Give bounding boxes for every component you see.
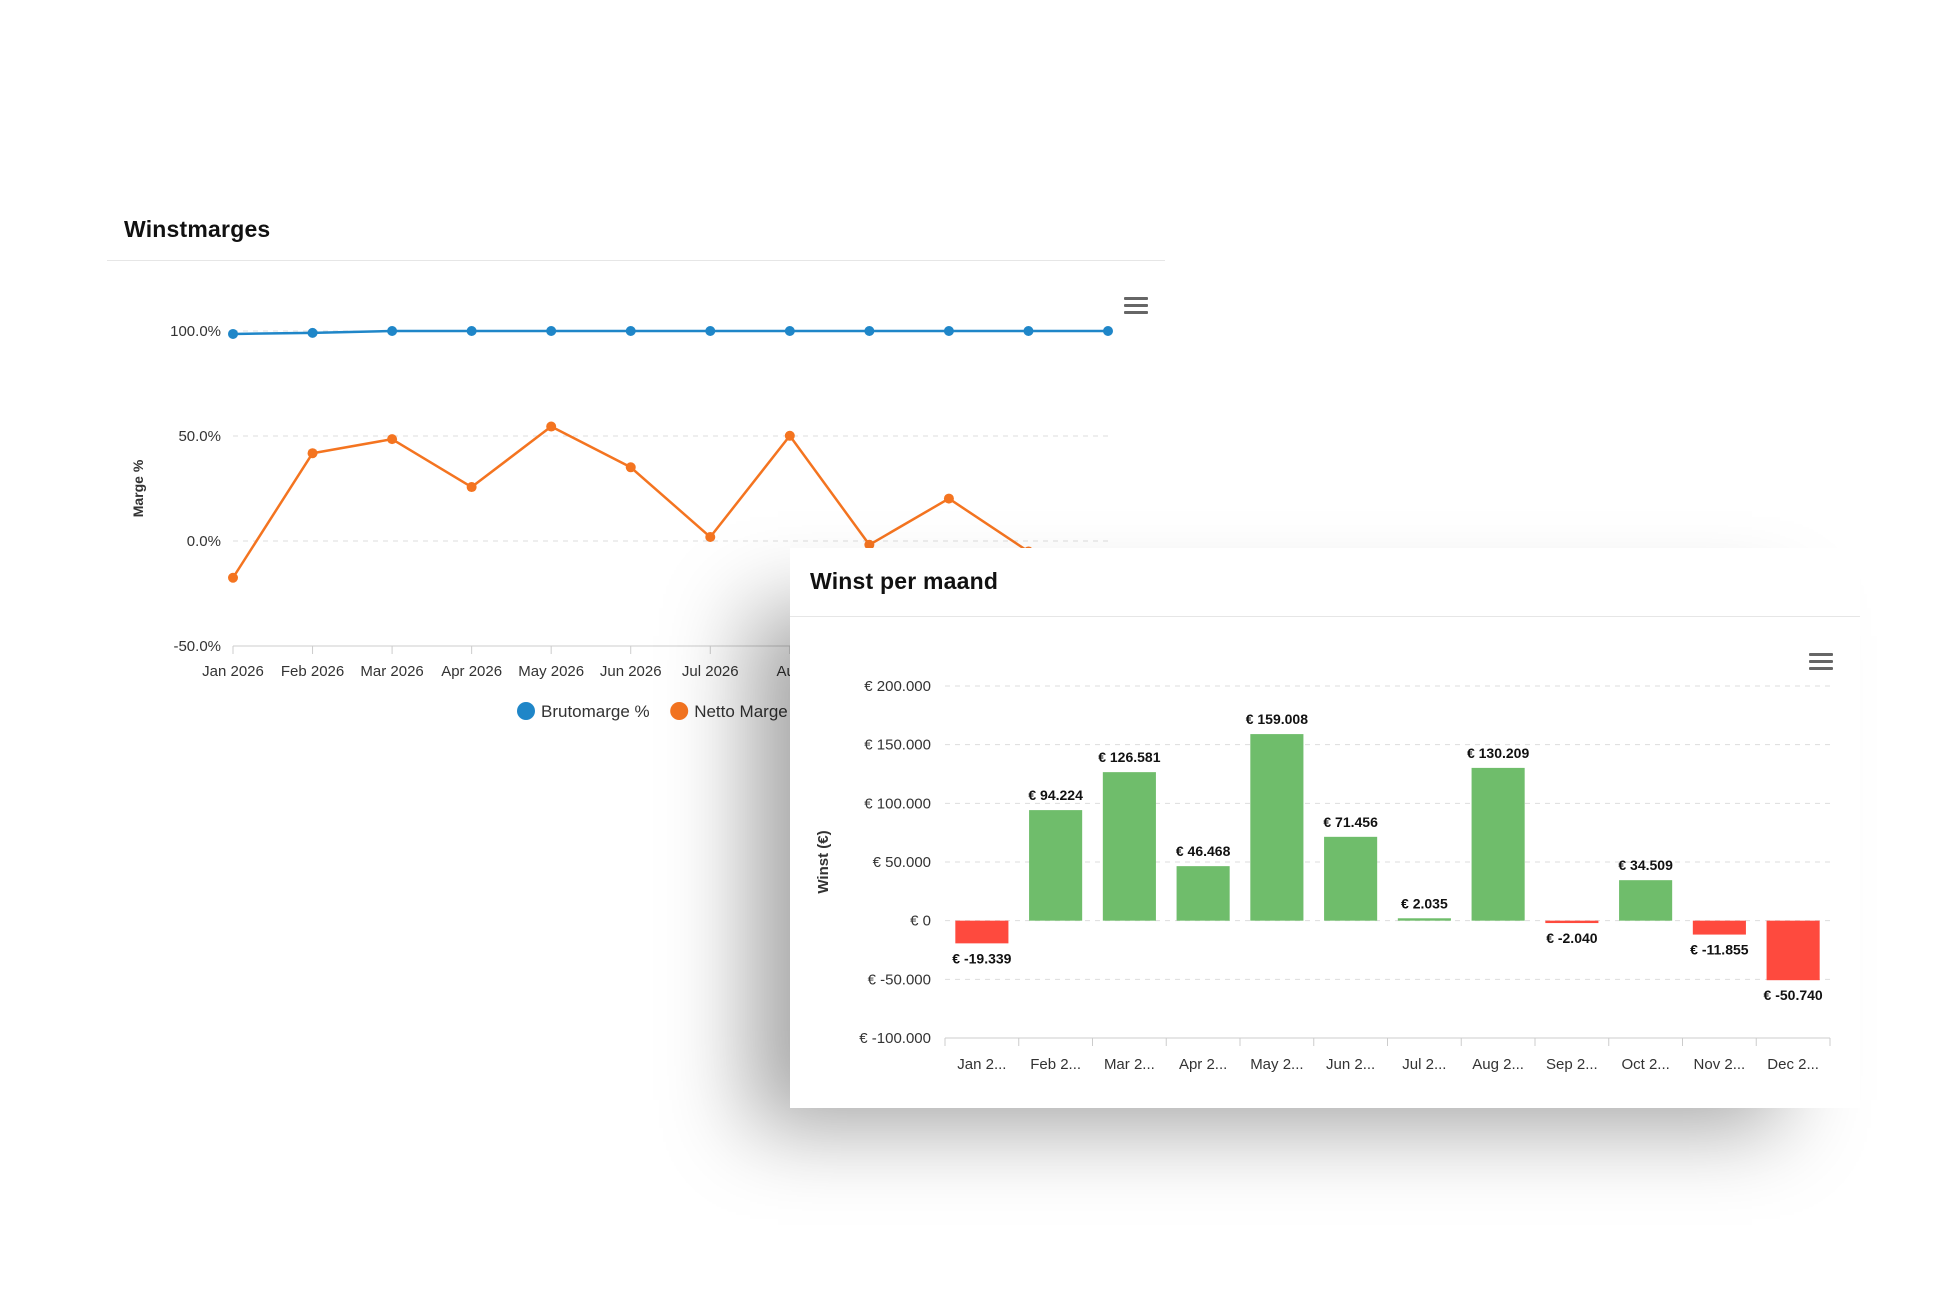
y-tick-label: 100.0% <box>170 323 221 340</box>
x-tick-label: Jun 2... <box>1326 1056 1375 1073</box>
margins-card-divider <box>107 260 1165 261</box>
data-label: € -50.740 <box>1764 987 1823 1003</box>
series-line <box>231 425 1109 579</box>
profit-chart-card: Winst per maand € 200.000 € 150.000 € 100.… <box>790 548 1860 1108</box>
data-label: € 46.468 <box>1176 843 1231 859</box>
profit-card-divider <box>790 616 1860 617</box>
bar <box>1766 920 1820 981</box>
y-axis-title: Marge % <box>130 459 146 517</box>
data-point <box>864 539 875 550</box>
data-point <box>466 326 477 336</box>
data-label: € 159.008 <box>1246 711 1308 727</box>
y-tick-label: € 0 <box>910 913 931 930</box>
x-tick-label: Feb 2026 <box>281 663 344 680</box>
x-tick-label: Nov 2... <box>1694 1056 1746 1073</box>
x-tick-label: Mar 2026 <box>360 663 423 680</box>
hamburger-menu-icon[interactable] <box>1809 653 1833 671</box>
profit-bar-chart: € 200.000 € 150.000 € 100.000 € 50.000 € 0 € … <box>815 678 1831 1073</box>
series-line <box>232 329 1108 336</box>
x-tick-label: Jan 2... <box>957 1056 1006 1073</box>
x-tick-label: Apr 2... <box>1179 1056 1227 1073</box>
data-label: € -2.040 <box>1546 930 1598 946</box>
data-label: € 2.035 <box>1401 895 1448 911</box>
x-tick-label: May 2... <box>1250 1056 1303 1073</box>
data-point <box>307 448 318 459</box>
x-tick-label: Aug 2... <box>1472 1056 1524 1073</box>
bar <box>1250 734 1304 921</box>
legend-marker <box>670 702 689 720</box>
bar <box>1176 866 1230 921</box>
data-label: € 94.224 <box>1028 787 1083 803</box>
y-tick-label: € 100.000 <box>864 795 931 812</box>
data-point <box>864 326 875 336</box>
data-point <box>387 326 398 336</box>
margins-chart-title: Winstmarges <box>124 216 271 242</box>
data-label: € 126.581 <box>1098 749 1160 765</box>
margins-chart-card: Winstmarges 100.0% 50.0% 0.0% -50.0% Jan 202… <box>107 200 1169 800</box>
y-tick-label: € -50.000 <box>868 971 931 988</box>
data-label: € 130.209 <box>1467 745 1529 761</box>
bar <box>1324 836 1378 921</box>
data-point <box>228 572 238 583</box>
y-tick-label: 50.0% <box>178 428 221 445</box>
data-point <box>625 326 636 336</box>
data-point <box>466 482 477 493</box>
data-point <box>1023 326 1034 336</box>
data-point <box>546 326 557 336</box>
margins-line-chart: 100.0% 50.0% 0.0% -50.0% Jan 2026 Feb 2026 Mar… <box>130 323 1113 721</box>
x-tick-label: Feb 2... <box>1030 1056 1081 1073</box>
data-point <box>943 326 954 336</box>
x-tick-label: Oct 2... <box>1621 1056 1669 1073</box>
data-point <box>1103 326 1113 336</box>
data-point <box>705 532 716 543</box>
data-label: € 71.456 <box>1323 814 1378 830</box>
y-tick-label: 0.0% <box>187 533 221 550</box>
data-point <box>784 326 795 336</box>
bar <box>955 920 1009 944</box>
x-tick-label: Jul 2026 <box>682 663 739 680</box>
data-point <box>387 434 398 445</box>
y-tick-label: € -100.000 <box>859 1030 931 1047</box>
data-point <box>546 421 557 432</box>
data-point <box>228 328 238 339</box>
hamburger-menu-icon[interactable] <box>1124 297 1148 315</box>
bar <box>1692 920 1746 935</box>
y-axis-title: Winst (€) <box>815 830 832 893</box>
y-tick-label: € 200.000 <box>864 678 931 695</box>
y-tick-label: € 50.000 <box>873 854 931 871</box>
profit-chart-title: Winst per maand <box>810 568 999 594</box>
x-tick-label: Sep 2... <box>1546 1056 1598 1073</box>
data-label: € 34.509 <box>1618 857 1673 873</box>
data-point <box>705 326 716 336</box>
bar <box>1397 918 1451 921</box>
y-tick-label: € 150.000 <box>864 737 931 754</box>
data-point <box>307 327 318 338</box>
legend-label: Brutomarge % <box>541 702 650 721</box>
x-tick-label: Jun 2026 <box>600 663 662 680</box>
x-tick-label: Apr 2026 <box>441 663 502 680</box>
x-tick-label: Dec 2... <box>1767 1056 1819 1073</box>
x-tick-label: Jul 2... <box>1402 1056 1446 1073</box>
legend-label: Netto Marge % <box>694 702 807 721</box>
legend-marker <box>517 702 535 720</box>
x-tick-label: Jan 2026 <box>202 663 264 680</box>
x-tick-label: Mar 2... <box>1104 1056 1155 1073</box>
bar <box>1471 767 1525 921</box>
bar <box>1102 772 1156 921</box>
data-label: € -11.855 <box>1690 942 1749 958</box>
data-label: € -19.339 <box>952 950 1011 966</box>
y-tick-label: -50.0% <box>173 638 221 655</box>
data-point <box>625 462 636 473</box>
bar <box>1029 810 1083 921</box>
data-point <box>784 430 795 441</box>
x-tick-label: May 2026 <box>518 663 584 680</box>
bar <box>1545 920 1599 924</box>
bar <box>1619 880 1673 921</box>
data-point <box>943 493 954 504</box>
